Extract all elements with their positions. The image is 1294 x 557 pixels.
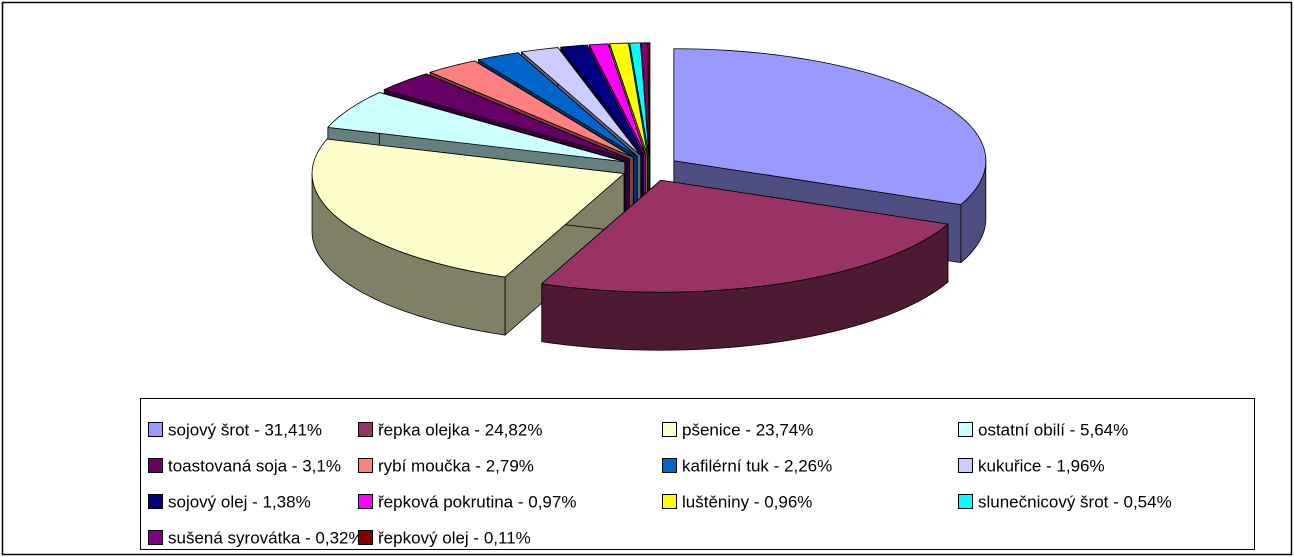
legend-label: rybí moučka - 2,79% xyxy=(378,456,534,475)
slice xyxy=(629,42,650,156)
legend-swatch xyxy=(958,422,973,437)
slice xyxy=(560,44,645,156)
legend-swatch xyxy=(662,422,677,437)
pie xyxy=(311,42,987,351)
slice xyxy=(311,138,625,278)
legend-label: slunečnicový šrot - 0,54% xyxy=(978,492,1172,511)
legend-swatch xyxy=(358,530,373,545)
legend-label: řepka olejka - 24,82% xyxy=(378,420,542,439)
slice xyxy=(521,47,642,156)
legend-swatch xyxy=(662,458,677,473)
legend-label: sojový šrot - 31,41% xyxy=(168,420,322,439)
legend-swatch xyxy=(358,494,373,509)
legend-swatch xyxy=(148,458,163,473)
legend-label: toastovaná soja - 3,1% xyxy=(168,456,341,475)
legend: sojový šrot - 31,41% řepka olejka - 24,82… xyxy=(148,420,1172,547)
legend-label: kukuřice - 1,96% xyxy=(978,456,1105,475)
legend-label: řepková pokrutina - 0,97% xyxy=(378,492,576,511)
slice xyxy=(673,48,987,206)
legend-label: kafilérní tuk - 2,26% xyxy=(682,456,832,475)
legend-label: pšenice - 23,74% xyxy=(682,420,813,439)
slice xyxy=(640,42,650,156)
legend-label: řepkový olej - 0,11% xyxy=(378,528,531,547)
legend-box xyxy=(140,398,1255,550)
legend-swatch xyxy=(148,494,163,509)
slice xyxy=(327,92,626,163)
slice xyxy=(478,52,638,157)
legend-swatch xyxy=(662,494,677,509)
legend-label: sojový olej - 1,38% xyxy=(168,492,311,511)
slice xyxy=(429,60,634,158)
slice xyxy=(588,43,647,156)
legend-label: luštěniny - 0,96% xyxy=(682,492,812,511)
legend-swatch xyxy=(148,422,163,437)
legend-label: sušená syrovátka - 0,32% xyxy=(168,528,364,547)
legend-swatch xyxy=(148,530,163,545)
legend-swatch xyxy=(358,458,373,473)
legend-swatch xyxy=(958,458,973,473)
legend-swatch xyxy=(358,422,373,437)
legend-label: ostatní obilí - 5,64% xyxy=(978,420,1128,439)
slice xyxy=(541,179,949,293)
legend-swatch xyxy=(958,494,973,509)
slice xyxy=(609,42,648,156)
slice xyxy=(383,73,630,160)
